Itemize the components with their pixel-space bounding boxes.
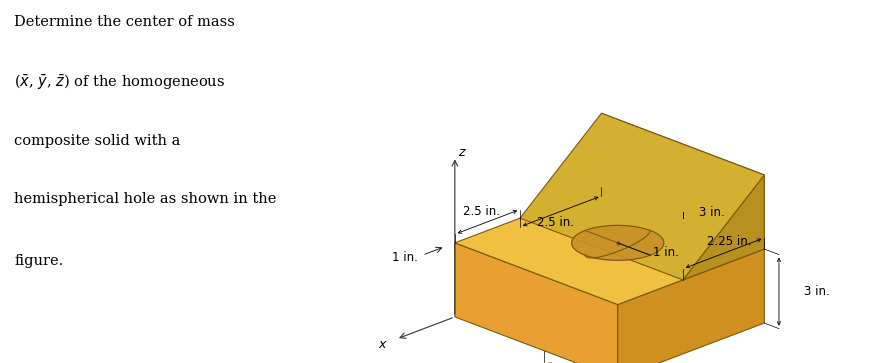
Text: x: x	[378, 338, 386, 351]
Text: hemispherical hole as shown in the: hemispherical hole as shown in the	[14, 192, 276, 207]
Text: 1 in.: 1 in.	[391, 250, 417, 264]
Polygon shape	[601, 113, 764, 249]
Text: 3 in.: 3 in.	[803, 285, 829, 298]
Text: 2.25 in.: 2.25 in.	[706, 235, 751, 248]
Text: 2.5 in.: 2.5 in.	[463, 204, 500, 217]
Text: 3 in.: 3 in.	[698, 206, 724, 219]
Text: composite solid with a: composite solid with a	[14, 134, 180, 148]
Text: 1 in.: 1 in.	[652, 246, 678, 259]
Polygon shape	[682, 175, 764, 280]
Text: ($\bar{x}$, $\bar{y}$, $\bar{z}$) of the homogeneous: ($\bar{x}$, $\bar{y}$, $\bar{z}$) of the…	[14, 73, 225, 91]
Text: z: z	[458, 146, 464, 159]
Text: 2.5 in.: 2.5 in.	[536, 216, 573, 229]
Polygon shape	[454, 187, 764, 305]
Text: figure.: figure.	[14, 254, 63, 268]
Polygon shape	[519, 113, 764, 280]
Polygon shape	[454, 243, 617, 363]
Text: Determine the center of mass: Determine the center of mass	[14, 15, 235, 29]
Polygon shape	[617, 249, 764, 363]
Polygon shape	[571, 225, 663, 260]
